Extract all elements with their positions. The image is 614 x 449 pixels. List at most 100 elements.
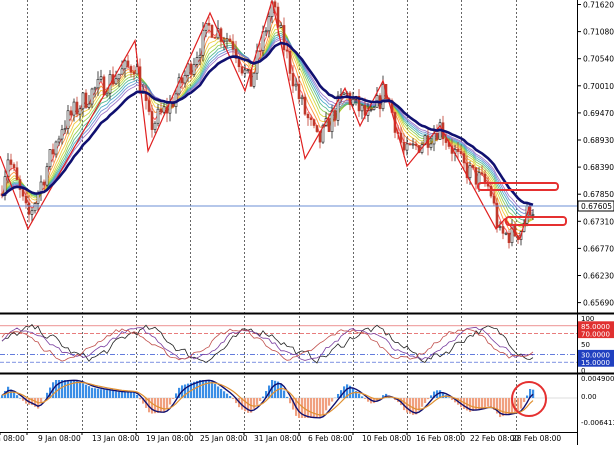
candle-body (268, 17, 270, 31)
macd-bar (472, 398, 474, 411)
candle-body (280, 25, 282, 27)
price-tick-label: 0.69470 (583, 109, 614, 118)
candle-body (208, 23, 210, 25)
candle-body (103, 77, 105, 95)
candle-body (274, 2, 276, 7)
macd-bar (232, 398, 234, 399)
price-axis: 0.716200.710800.705400.700100.694700.689… (577, 1, 614, 308)
candle-body (79, 109, 81, 114)
macd-bar (508, 398, 510, 414)
macd-bar (289, 398, 291, 403)
candle-body (409, 144, 411, 145)
candle-body (412, 144, 414, 145)
candle-body (286, 50, 288, 51)
candle-body (85, 93, 87, 108)
candle-body (43, 182, 45, 185)
price-tick-label: 0.70010 (583, 82, 614, 91)
macd-bar (13, 392, 15, 398)
time-tick-label: 9 Jan 08:00 (38, 434, 81, 443)
candle-body (16, 168, 18, 180)
time-tick-label: 10 Feb 08:00 (362, 434, 411, 443)
candle-body (253, 73, 255, 86)
candle-body (265, 31, 267, 32)
macd-axis: 0.00490070.00-0.0064131 (581, 375, 614, 427)
price-tick-label: 0.65690 (583, 299, 614, 308)
candle-body (31, 211, 33, 215)
macd-bar (100, 389, 102, 398)
macd-bar (226, 394, 228, 398)
macd-bar (19, 398, 21, 399)
candle-body (505, 233, 507, 234)
macd-bar (70, 380, 72, 398)
macd-bar (136, 395, 138, 398)
candle-body (481, 173, 483, 174)
candle-body (241, 67, 243, 73)
macd-bar (364, 398, 366, 399)
candle-body (187, 64, 189, 75)
oscillator-tick-label: 0 (581, 367, 585, 375)
candle-body (502, 226, 504, 233)
candle-body (58, 139, 60, 142)
price-tick-label: 0.66770 (583, 244, 614, 253)
candle-body (343, 93, 345, 95)
macd-bar (163, 398, 165, 412)
macd-bar (421, 398, 423, 407)
price-tick-label: 0.71620 (583, 1, 614, 10)
macd-bar (16, 395, 18, 398)
macd-bar (517, 398, 519, 411)
candle-body (61, 130, 63, 139)
macd-bar (88, 386, 90, 398)
macd-tick-label: -0.0064131 (581, 419, 614, 427)
macd-bar (328, 398, 330, 406)
current-price-label: 0.67605 (581, 202, 612, 211)
price-tick-label: 0.68930 (583, 136, 614, 145)
candle-body (25, 196, 27, 203)
macd-bar (79, 382, 81, 398)
macd-bar (358, 394, 360, 398)
candle-body (70, 111, 72, 115)
candle-body (97, 79, 99, 88)
candle-body (184, 75, 186, 83)
candle-body (370, 110, 372, 111)
macd-bar (130, 392, 132, 398)
candle-body (334, 110, 336, 120)
candle-body (226, 39, 228, 41)
macd-bar (91, 388, 93, 398)
oscillator-panel[interactable] (0, 315, 577, 372)
candle-body (193, 64, 195, 74)
macd-bar (112, 391, 114, 398)
macd-bar (160, 398, 162, 413)
candle-body (496, 203, 498, 227)
candle-body (55, 142, 57, 154)
candle-body (316, 126, 318, 132)
candle-body (22, 190, 24, 197)
candle-body (430, 144, 432, 148)
macd-bar (139, 398, 141, 399)
macd-bar (487, 398, 489, 406)
macd-bar (415, 398, 417, 414)
macd-bar (109, 391, 111, 398)
candle-body (163, 107, 165, 112)
candle-body (46, 167, 48, 185)
candle-body (202, 30, 204, 55)
candle-body (181, 78, 183, 83)
macd-bar (331, 398, 333, 402)
macd-bar (85, 385, 87, 398)
candle-body (160, 109, 162, 112)
macd-bar (481, 398, 483, 408)
macd-bar (475, 398, 477, 410)
macd-bar (94, 388, 96, 398)
macd-bar (484, 398, 486, 407)
macd-bar (298, 398, 300, 418)
macd-bar (97, 389, 99, 398)
macd-bar (166, 398, 168, 409)
candle-body (148, 101, 150, 112)
candle-body (307, 114, 309, 118)
candle-body (115, 79, 117, 84)
candle-body (469, 165, 471, 177)
macd-bar (307, 398, 309, 418)
